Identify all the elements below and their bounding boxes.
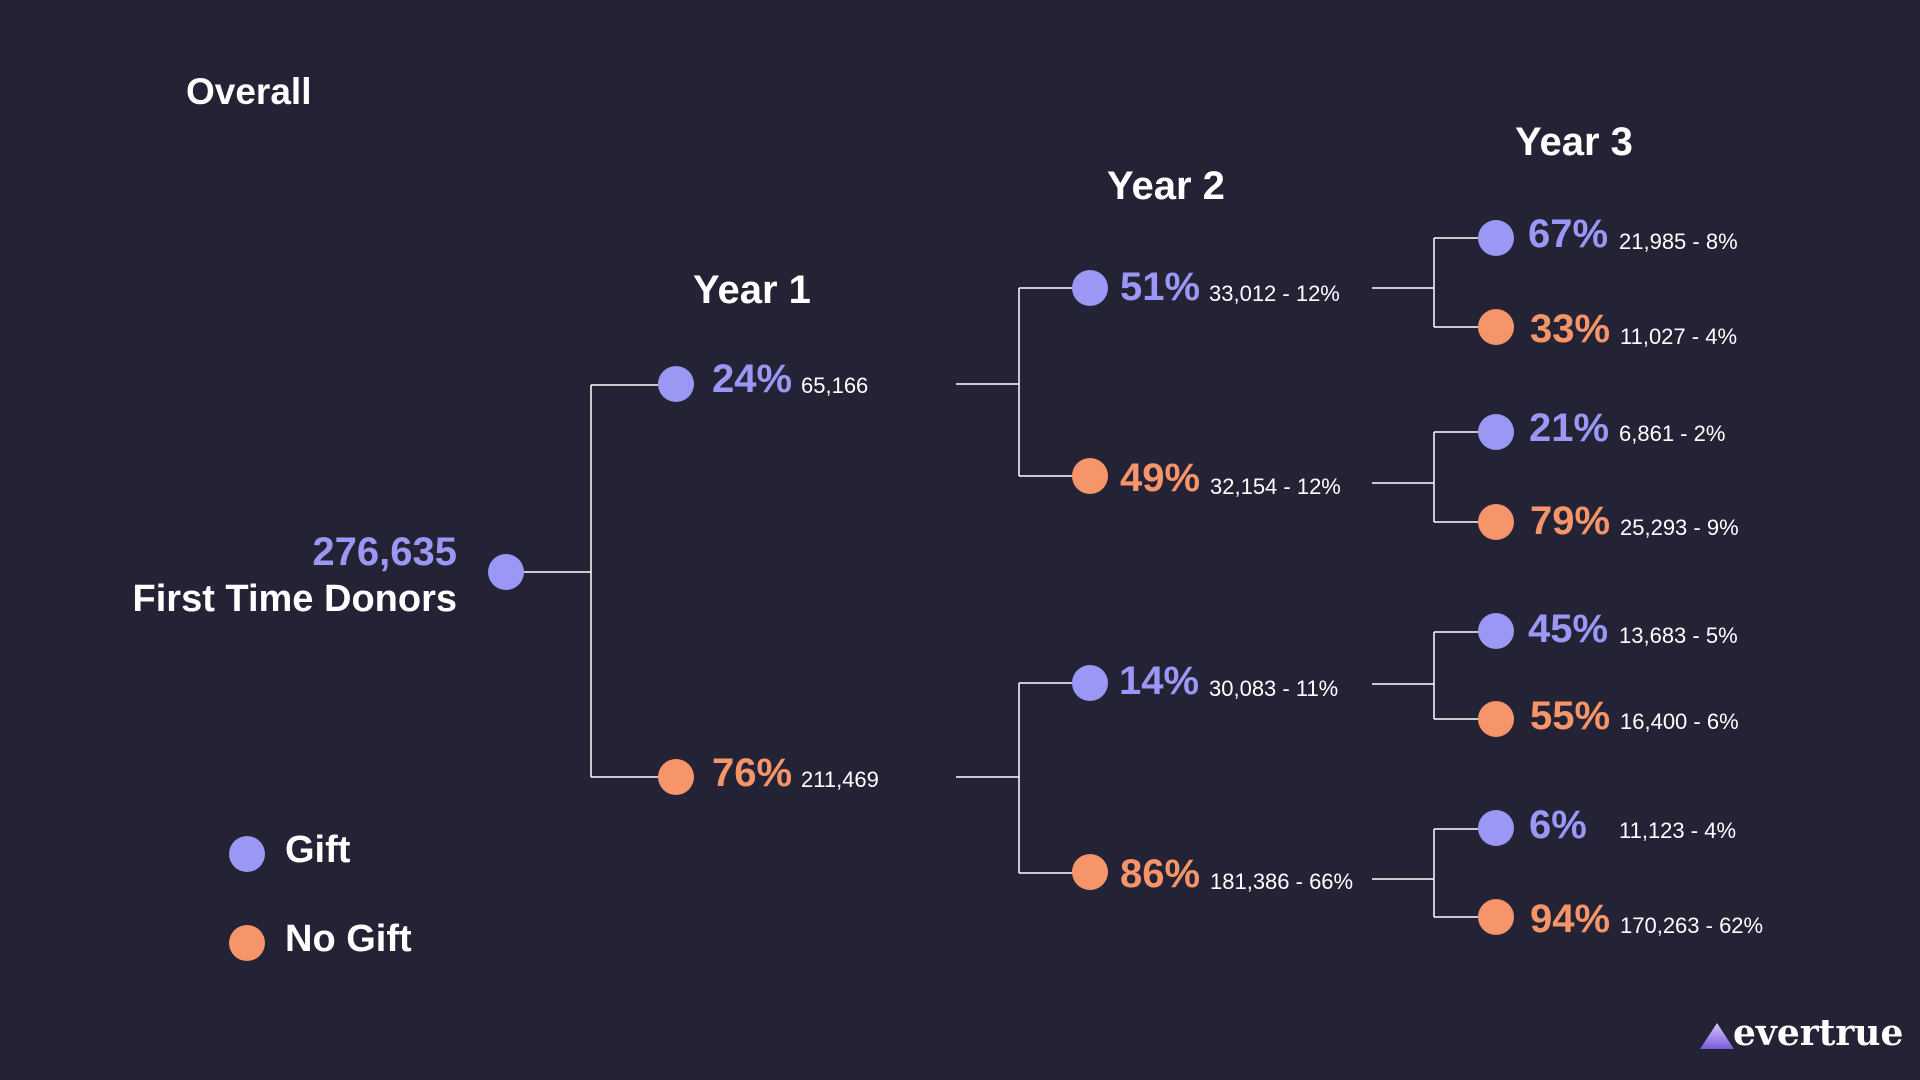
root-node [488,554,524,590]
page-title: Overall [186,71,312,112]
year-1-header: Year 1 [693,268,811,312]
y2-nogift-gift-pct: 14% [1119,659,1200,703]
y2-nogift-nogift-pct: 86% [1120,852,1201,896]
triangle-logo-icon [1700,1023,1734,1049]
y3-nng-pct: 6% [1529,803,1587,847]
legend-gift-label: Gift [285,829,351,871]
year-3-header: Year 3 [1515,120,1633,164]
y1-nogift-detail: 211,469 [801,767,879,792]
y2-gift-gift-pct: 51% [1120,265,1201,309]
y3-ggg-node [1478,220,1514,256]
y3-gng-pct: 21% [1529,406,1610,450]
y2-gift-gift-detail: 33,012 - 12% [1209,281,1340,306]
y3-ggn-pct: 33% [1530,307,1611,351]
y2-nogift-nogift-node [1072,854,1108,890]
y2-gift-nogift-pct: 49% [1120,456,1201,500]
y3-nnn-detail: 170,263 - 62% [1620,913,1764,938]
y3-ngn-pct: 55% [1530,694,1611,738]
root-label: First Time Donors [132,578,457,620]
y2-nogift-nogift-detail: 181,386 - 66% [1210,869,1354,894]
y3-gng-node [1478,414,1514,450]
year-2-header: Year 2 [1107,164,1225,208]
y3-nng-detail: 11,123 - 4% [1619,818,1737,843]
y3-nng-node [1478,810,1514,846]
y3-ggn-detail: 11,027 - 4% [1620,324,1738,349]
y3-ggn-node [1478,309,1514,345]
y1-nogift-pct: 76% [712,751,793,795]
y3-ngn-detail: 16,400 - 6% [1620,709,1739,734]
y3-gng-detail: 6,861 - 2% [1619,421,1726,446]
y2-nogift-gift-node [1072,665,1108,701]
y3-gnn-detail: 25,293 - 9% [1620,515,1739,540]
legend-gift-swatch [229,836,265,872]
y3-ggg-pct: 67% [1528,212,1609,256]
y3-ngg-detail: 13,683 - 5% [1619,623,1738,648]
legend-nogift-swatch [229,925,265,961]
y3-nnn-node [1478,899,1514,935]
y3-ngn-node [1478,701,1514,737]
y3-ngg-node [1478,613,1514,649]
y3-gnn-pct: 79% [1530,499,1611,543]
y1-nogift-node [658,759,694,795]
y1-gift-node [658,366,694,402]
y3-ngg-pct: 45% [1528,607,1609,651]
y2-gift-gift-node [1072,270,1108,306]
evertrue-logo: evertrue [1733,1012,1904,1054]
y2-gift-nogift-node [1072,458,1108,494]
y3-gnn-node [1478,504,1514,540]
y2-gift-nogift-detail: 32,154 - 12% [1210,474,1341,499]
root-count: 276,635 [312,530,457,574]
legend-nogift-label: No Gift [285,918,412,960]
y2-nogift-gift-detail: 30,083 - 11% [1209,676,1339,701]
y1-gift-detail: 65,166 [801,373,869,398]
y3-ggg-detail: 21,985 - 8% [1619,229,1738,254]
y3-nnn-pct: 94% [1530,897,1611,941]
y1-gift-pct: 24% [712,357,793,401]
